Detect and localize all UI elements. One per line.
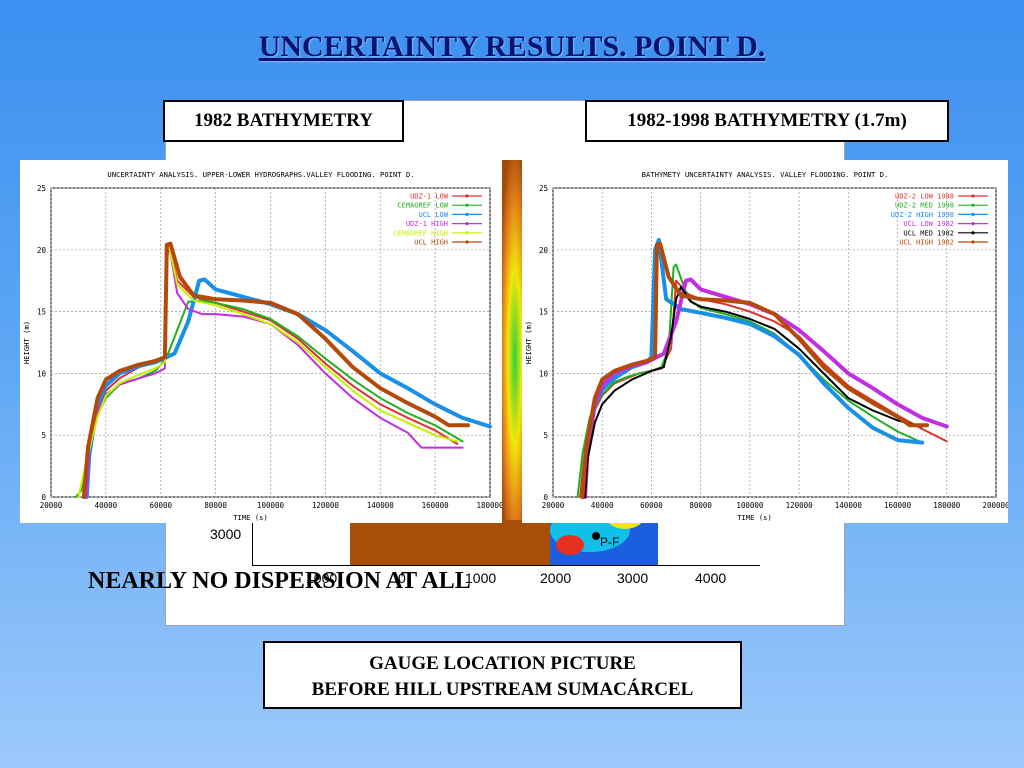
series-line	[583, 277, 949, 499]
series-line	[77, 245, 459, 498]
chart-1982-1998-svg: BATHYMETY UNCERTAINTY ANALYSIS. VALLEY F…	[524, 170, 1008, 522]
x-tick-label: 160000	[884, 501, 912, 510]
map-xtick: 1000	[306, 570, 338, 586]
legend-entry: UDZ-1 LOW	[410, 193, 449, 201]
label-1982-1998-bathymetry: 1982-1998 BATHYMETRY (1.7m)	[585, 100, 949, 142]
x-axis-label: TIME (s)	[737, 513, 772, 522]
series-line	[84, 277, 492, 499]
y-axis-label: HEIGHT (m)	[22, 321, 31, 364]
legend-marker	[465, 231, 469, 235]
y-axis-label: HEIGHT (m)	[524, 321, 533, 364]
map-axis-line	[252, 520, 253, 565]
map-xtick: 0	[398, 570, 406, 586]
legend-marker	[465, 194, 469, 198]
legend-entry: UDZ-2 HIGH 1998	[891, 211, 954, 219]
map-ytick: 3000	[210, 526, 242, 542]
y-tick-label: 20	[539, 246, 549, 255]
y-tick-label: 25	[539, 184, 548, 193]
y-tick-label: 5	[41, 431, 46, 440]
x-tick-label: 140000	[835, 501, 863, 510]
legend-marker	[465, 203, 469, 207]
x-tick-label: 60000	[640, 501, 663, 510]
gauge-caption-line2: BEFORE HILL UPSTREAM SUMACÁRCEL	[311, 679, 694, 700]
legend-marker	[971, 203, 975, 207]
chart-title: BATHYMETY UNCERTAINTY ANALYSIS. VALLEY F…	[642, 170, 889, 179]
legend-entry: UCL LOW 1982	[903, 220, 954, 228]
x-tick-label: 100000	[257, 501, 285, 510]
gauge-caption: GAUGE LOCATION PICTURE BEFORE HILL UPSTR…	[263, 641, 742, 709]
x-tick-label: 140000	[367, 501, 395, 510]
series-line	[579, 279, 948, 498]
y-tick-label: 10	[37, 369, 47, 378]
map-xtick: 3000	[617, 570, 649, 586]
chart-1982-svg: UNCERTAINTY ANALYSIS. UPPER-LOWER HYDROG…	[22, 170, 502, 522]
legend-entry: CEMAGREF HIGH	[393, 229, 448, 237]
slide-title: UNCERTAINTY RESULTS. POINT D.	[258, 30, 766, 63]
map-xtick: 4000	[695, 570, 727, 586]
x-tick-label: 200000	[982, 501, 1008, 510]
x-tick-label: 100000	[736, 501, 764, 510]
legend-marker	[971, 240, 975, 244]
x-tick-label: 20000	[542, 501, 565, 510]
chart-1982: UNCERTAINTY ANALYSIS. UPPER-LOWER HYDROG…	[20, 160, 502, 523]
legend-marker	[971, 194, 975, 198]
legend-marker	[971, 231, 975, 235]
x-tick-label: 180000	[933, 501, 961, 510]
y-tick-label: 15	[37, 308, 46, 317]
x-tick-label: 160000	[422, 501, 450, 510]
gauge-caption-line1: GAUGE LOCATION PICTURE	[369, 653, 636, 674]
legend-entry: UDZ-2 MED 1998	[895, 202, 954, 210]
legend-marker	[971, 222, 975, 226]
series-line	[580, 237, 925, 499]
x-axis-label: TIME (s)	[233, 513, 268, 522]
y-tick-label: 0	[543, 493, 548, 502]
legend-entry: UCL HIGH 1982	[899, 239, 954, 247]
legend-entry: UCL MED 1982	[903, 229, 954, 237]
series-line	[81, 241, 470, 499]
y-tick-label: 15	[539, 308, 548, 317]
legend-entry: UDZ-1 HIGH	[406, 220, 448, 228]
chart-title: UNCERTAINTY ANALYSIS. UPPER-LOWER HYDROG…	[107, 170, 414, 179]
legend-marker	[971, 212, 975, 216]
legend-marker	[465, 222, 469, 226]
legend-entry: UCL HIGH	[414, 239, 448, 247]
map-xaxis-line	[252, 565, 760, 566]
series-line	[584, 285, 924, 498]
legend-marker	[465, 240, 469, 244]
series-line	[85, 245, 459, 498]
y-tick-label: 0	[41, 493, 46, 502]
dispersion-note: NEARLY NO DISPERSION AT ALL	[88, 568, 471, 594]
x-tick-label: 40000	[95, 501, 118, 510]
map-xtick: 1000	[465, 570, 497, 586]
series-line	[580, 241, 930, 499]
y-tick-label: 10	[539, 369, 549, 378]
map-xtick: 2000	[540, 570, 572, 586]
series-line	[576, 263, 924, 498]
x-tick-label: 60000	[149, 501, 172, 510]
x-tick-label: 20000	[40, 501, 63, 510]
x-tick-label: 40000	[591, 501, 614, 510]
legend-entry: UCL LOW	[418, 211, 448, 219]
y-tick-label: 25	[37, 184, 46, 193]
y-tick-label: 5	[543, 431, 548, 440]
legend-marker	[465, 212, 469, 216]
legend-entry: UDZ-2 LOW 1998	[895, 193, 954, 201]
x-tick-label: 120000	[312, 501, 340, 510]
x-tick-label: 180000	[476, 501, 502, 510]
map-label: P-F	[600, 535, 620, 549]
x-tick-label: 80000	[689, 501, 712, 510]
label-1982-bathymetry: 1982 BATHYMETRY	[163, 100, 404, 142]
y-tick-label: 20	[37, 246, 47, 255]
x-tick-label: 80000	[204, 501, 227, 510]
series-line	[85, 243, 464, 498]
legend-entry: CEMAGREF LOW	[397, 202, 448, 210]
x-tick-label: 120000	[786, 501, 814, 510]
series-line	[74, 299, 464, 498]
chart-1982-1998: BATHYMETY UNCERTAINTY ANALYSIS. VALLEY F…	[522, 160, 1008, 523]
